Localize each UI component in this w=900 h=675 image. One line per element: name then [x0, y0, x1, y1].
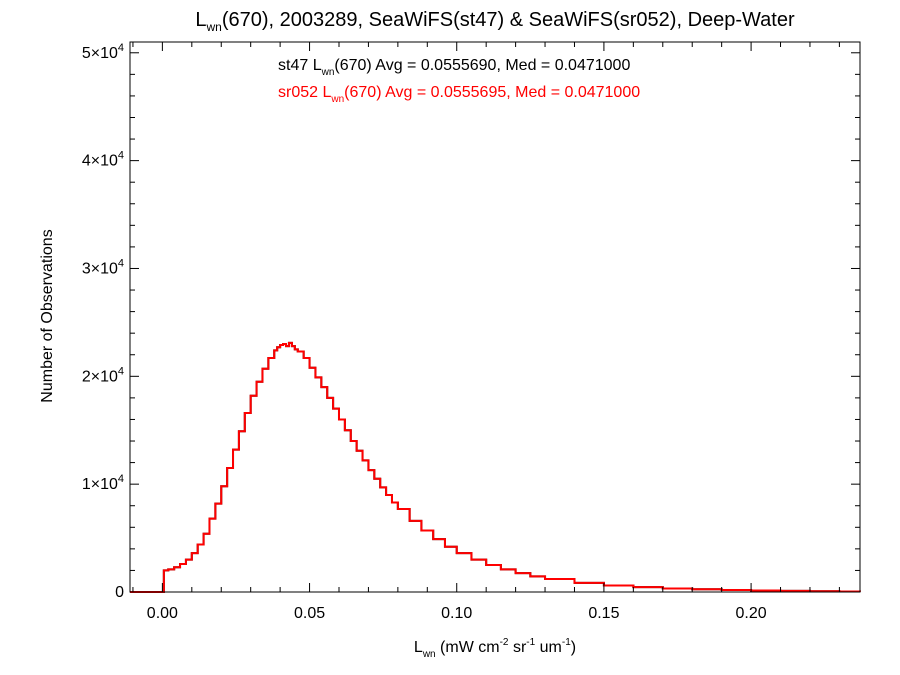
y-axis-label: Number of Observations — [39, 229, 56, 402]
y-tick-label: 0 — [115, 584, 124, 601]
chart-title: Lwn​(670), 2003289, SeaWiFS(st47) & SeaW… — [195, 9, 795, 34]
y-tick-label: 4×104 — [82, 150, 124, 170]
plot-frame — [129, 41, 861, 593]
x-tick-label: 0.20 — [736, 605, 767, 622]
x-tick-label: 0.00 — [147, 605, 178, 622]
x-tick-label: 0.10 — [441, 605, 472, 622]
x-axis-label: Lwn​ (mW cm-2​ sr-1​ um-1​) — [414, 637, 576, 660]
annotation-sr052-stats: sr052 Lwn​(670) Avg = 0.0555695, Med = 0… — [278, 84, 640, 105]
series-line-sr052 — [130, 341, 861, 593]
x-tick-label: 0.15 — [588, 605, 619, 622]
y-tick-label: 2×104 — [82, 365, 124, 385]
x-tick-labels: 0.00 0.05 0.10 0.15 0.20 — [147, 605, 767, 622]
tick-marks — [130, 42, 860, 593]
series-layer — [130, 341, 861, 593]
y-tick-label: 3×104 — [82, 257, 124, 277]
y-tick-label: 5×104 — [82, 42, 124, 62]
y-tick-labels: 0 1×104 2×104 3×104 4×104 5×104 — [82, 42, 124, 601]
y-tick-label: 1×104 — [82, 473, 124, 493]
annotation-st47-stats: st47 Lwn​(670) Avg = 0.0555690, Med = 0.… — [278, 57, 630, 78]
x-tick-label: 0.05 — [294, 605, 325, 622]
